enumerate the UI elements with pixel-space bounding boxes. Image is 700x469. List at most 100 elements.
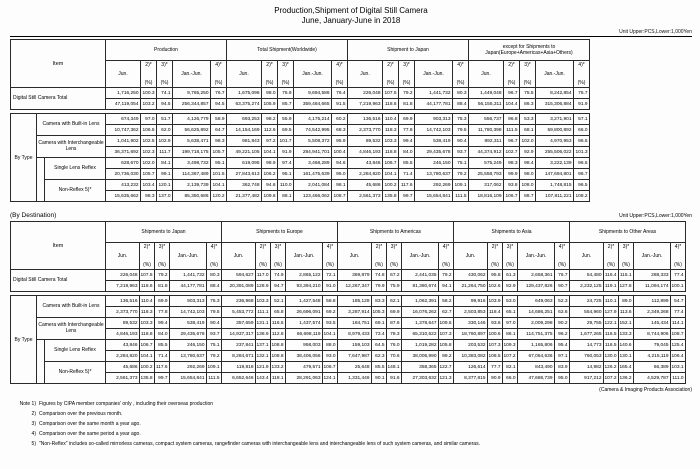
value-cell: 60.2 <box>331 113 348 125</box>
value-cell: 85,350,686 <box>172 190 211 202</box>
percent-label: (%) <box>144 80 153 86</box>
value-cell: 108.7 <box>670 328 686 340</box>
value-cell: 83.9 <box>554 361 570 373</box>
value-cell: 85.5 <box>371 361 387 373</box>
value-cell: 86.3 <box>519 98 536 110</box>
value-cell: 111.5 <box>452 190 469 202</box>
by-type-label: By Type <box>10 113 37 202</box>
value-cell: 108.7 <box>331 190 348 202</box>
value-cell: 75.7 <box>573 87 590 99</box>
percent-label: (%) <box>386 80 395 86</box>
value-cell: 14,982 <box>569 361 604 373</box>
col-header-ratio: 4)* (%) <box>206 242 222 270</box>
value-cell: 53.0 <box>502 295 518 307</box>
value-cell: 7,647,987 <box>337 350 372 362</box>
value-cell: 100.2 <box>382 179 399 191</box>
value-cell: 117.6 <box>154 361 170 373</box>
value-cell: 106.7 <box>382 157 399 169</box>
value-cell: 95.9 <box>331 135 348 147</box>
value-cell: 58.2 <box>438 295 454 307</box>
value-cell: 140.6 <box>618 339 634 351</box>
value-cell: 292,269 <box>414 179 453 191</box>
value-cell: 29,435,678 <box>169 328 207 340</box>
value-cell: 413,232 <box>105 179 141 191</box>
footnote-number: 4) <box>31 431 36 437</box>
row-label: Non-Reflex 5)* <box>44 179 106 202</box>
value-cell: 105.8 <box>438 339 454 351</box>
value-cell: 102.0 <box>519 135 536 147</box>
value-cell: 11,780,398 <box>468 124 504 136</box>
row-label: Camera with Interchangeable Lens <box>36 317 106 340</box>
value-cell: 75.9 <box>386 280 402 292</box>
value-cell: 82.1 <box>502 361 518 373</box>
value-cell: 85.5 <box>154 339 170 351</box>
value-cell: 103.3 <box>382 135 399 147</box>
value-cell: 69.5 <box>277 124 294 136</box>
value-cell: 77.7 <box>487 361 503 373</box>
value-cell: 59,800,892 <box>535 124 574 136</box>
value-cell: 2,658,361 <box>517 269 555 281</box>
value-cell: 7,219,963 <box>105 280 140 292</box>
value-cell: 44,177,781 <box>414 98 453 110</box>
value-cell: 98.1 <box>331 179 348 191</box>
value-cell: 104.1 <box>322 328 338 340</box>
value-cell: 44,177,781 <box>169 280 207 292</box>
value-cell: 903,313 <box>414 113 453 125</box>
value-cell: 5,638,471 <box>172 135 211 147</box>
value-cell: 892,311 <box>468 135 504 147</box>
value-cell: 76.7 <box>210 87 227 99</box>
value-cell: 161,475,639 <box>293 168 332 180</box>
footnote: 5) "Non-Reflex" includes so-called mirror… <box>10 439 692 449</box>
percent-label: (%) <box>375 262 383 268</box>
value-cell: 102.3 <box>140 146 157 158</box>
col-header-jun: Jun. <box>105 242 140 270</box>
value-cell: 81.8 <box>154 280 170 292</box>
value-cell: 5,453,772 <box>221 306 256 318</box>
by-destination-header-row: (By Destination) Unit Upper:PCS,Lower:1,… <box>10 212 692 219</box>
value-cell: 94.5 <box>156 98 173 110</box>
percent-label: (%) <box>326 262 334 268</box>
value-cell: 315,306,884 <box>535 98 574 110</box>
value-cell: 84.0 <box>398 146 415 158</box>
value-cell: 246,150 <box>414 157 453 169</box>
value-cell: 79.2 <box>398 87 415 99</box>
value-cell: 143.4 <box>255 372 271 384</box>
value-cell: 90.4 <box>206 317 222 329</box>
value-cell: 99.4 <box>154 317 170 329</box>
value-cell: 74.8 <box>371 269 387 281</box>
group-title: Shipments to Europe <box>221 221 338 243</box>
value-cell: 93,394,210 <box>285 280 323 292</box>
value-cell: 53.3 <box>519 113 536 125</box>
value-cell: 138.9 <box>255 328 271 340</box>
value-cell: 98.3 <box>503 157 520 169</box>
value-cell: 99.7 <box>398 190 415 202</box>
value-cell: 237,841 <box>221 339 256 351</box>
col-header-janjun: Jan.-Jun. <box>293 60 332 88</box>
value-cell: 88.4 <box>206 280 222 292</box>
value-cell: 116.5 <box>270 317 286 329</box>
value-cell: 112.6 <box>261 124 278 136</box>
col-header-ratio: 4)* (%) <box>438 242 454 270</box>
group-title: except for Shipments to Japan(Europe+Ame… <box>468 39 590 61</box>
col-header-ratio: 4)* (%) <box>322 242 338 270</box>
value-cell: 359,484,665 <box>293 98 332 110</box>
group-title: Shipments to Americas <box>337 221 454 243</box>
value-cell: 114,751,375 <box>517 328 555 340</box>
value-cell: 1,378,647 <box>401 317 439 329</box>
col-header-janjun: Jan.-Jun. <box>172 60 211 88</box>
value-cell: 104.1 <box>210 179 227 191</box>
value-cell: 107.2 <box>502 350 518 362</box>
value-cell: 135.8 <box>382 190 399 202</box>
value-cell: 4,215,119 <box>633 350 671 362</box>
value-cell: 43,846 <box>105 339 140 351</box>
percent-label: (%) <box>265 80 274 86</box>
value-cell: 185,128 <box>337 295 372 307</box>
value-cell: 159,103 <box>337 339 372 351</box>
col-header-ratio: 2)* (%) <box>603 242 619 270</box>
percent-label: (%) <box>143 262 151 268</box>
value-cell: 107.3 <box>438 328 454 340</box>
value-cell: 102.6 <box>487 280 503 292</box>
value-cell: 118.6 <box>382 98 399 110</box>
value-cell: 148.1 <box>386 361 402 373</box>
value-cell: 88.0 <box>322 339 338 351</box>
